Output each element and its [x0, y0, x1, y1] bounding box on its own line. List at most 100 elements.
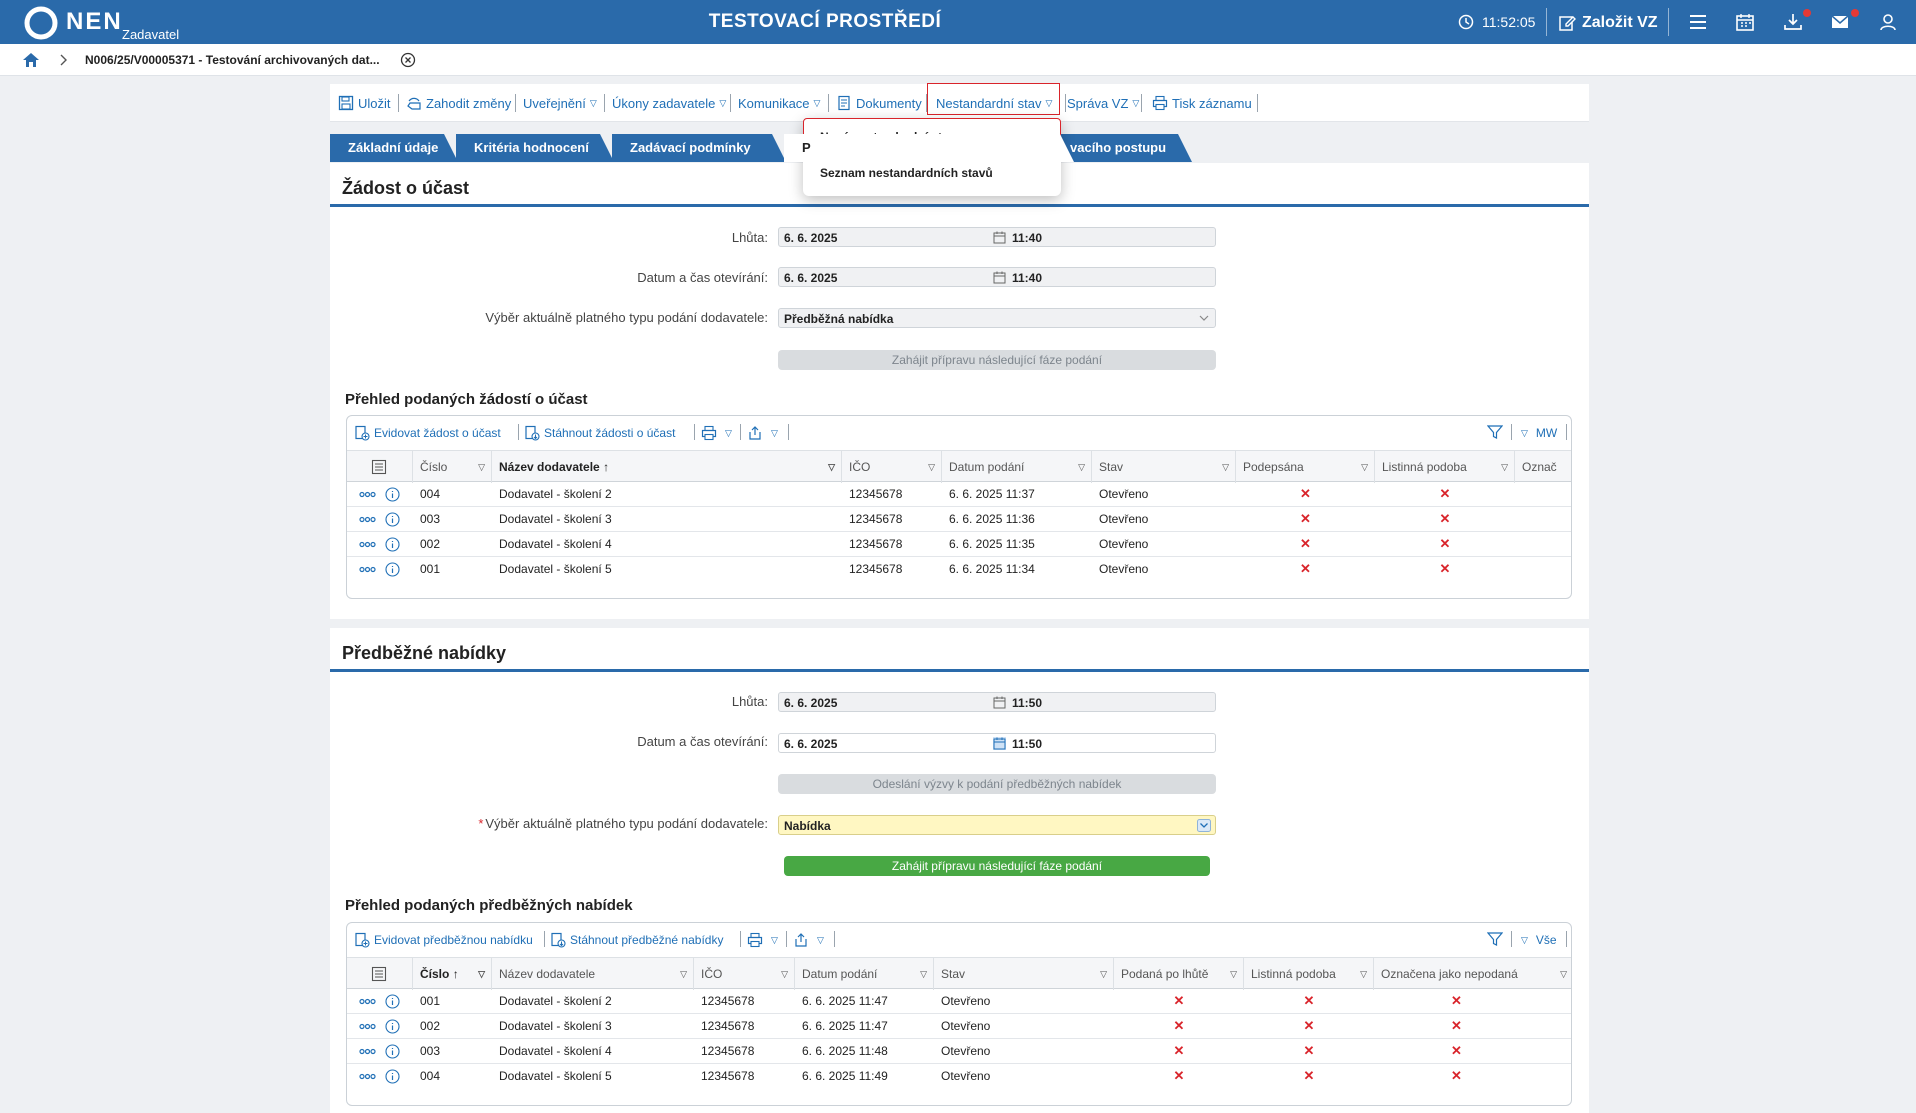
calendar-icon[interactable] [1735, 12, 1755, 32]
caret-down-icon[interactable]: ▽ [920, 969, 927, 979]
discard-changes-button[interactable]: Zahodit změny [406, 93, 511, 113]
grid-print-menu[interactable]: ▽ [701, 423, 732, 443]
column-chooser-cell[interactable] [347, 958, 413, 990]
more-icon[interactable] [359, 566, 376, 573]
column-header[interactable]: Číslo ▽ [413, 451, 492, 483]
tab-submissions[interactable]: P [784, 134, 1074, 162]
add-request-button[interactable]: Evidovat žádost o účast [354, 423, 501, 443]
column-settings-icon[interactable] [371, 459, 387, 475]
table-row[interactable]: 002 Dodavatel - školení 3 12345678 6. 6.… [347, 1014, 1571, 1039]
nen-logo-icon[interactable] [24, 6, 58, 40]
nonstandard-state-menu[interactable]: Nestandardní stav ▽ [936, 93, 1052, 113]
home-icon[interactable] [22, 51, 40, 69]
info-icon[interactable] [385, 537, 400, 552]
calendar-icon[interactable] [993, 271, 1006, 284]
calendar-icon[interactable] [993, 696, 1006, 709]
manage-vz-menu[interactable]: Správa VZ ▽ [1067, 93, 1139, 113]
submission-type-select[interactable]: Nabídka [778, 815, 1216, 835]
column-header[interactable]: IČO ▽ [842, 451, 942, 483]
grid-export-menu[interactable]: ▽ [793, 930, 824, 950]
view-select[interactable]: ▽ MW [1521, 423, 1557, 443]
caret-down-icon[interactable]: ▽ [1501, 462, 1508, 472]
view-select[interactable]: ▽ Vše [1521, 930, 1557, 950]
caret-down-icon[interactable]: ▽ [1230, 969, 1237, 979]
table-row[interactable]: 001 Dodavatel - školení 2 12345678 6. 6.… [347, 989, 1571, 1014]
save-button[interactable]: Uložit [338, 93, 391, 113]
info-icon[interactable] [385, 1069, 400, 1084]
caret-down-icon[interactable]: ▽ [781, 969, 788, 979]
grid-export-menu[interactable]: ▽ [747, 423, 778, 443]
calendar-icon[interactable] [993, 737, 1006, 750]
caret-down-icon[interactable]: ▽ [680, 969, 687, 979]
caret-down-icon[interactable]: ▽ [1100, 969, 1107, 979]
column-header[interactable]: Listinná podoba ▽ [1244, 958, 1374, 990]
opening-field[interactable]: 6. 6. 2025 11:40 [778, 267, 1216, 287]
column-header[interactable]: Datum podání ▽ [795, 958, 934, 990]
download-offers-button[interactable]: Stáhnout předběžné nabídky [550, 930, 723, 950]
column-header[interactable]: Podaná po lhůtě ▽ [1114, 958, 1244, 990]
create-vz-button[interactable]: Založit VZ [1558, 12, 1658, 34]
mail-icon[interactable] [1830, 12, 1850, 32]
table-row[interactable]: 001 Dodavatel - školení 5 12345678 6. 6.… [347, 557, 1571, 582]
download-requests-button[interactable]: Stáhnout žádosti o účast [524, 423, 675, 443]
caret-down-icon[interactable]: ▽ [828, 462, 835, 472]
column-header[interactable]: Název dodavatele ↑ ▽ [492, 451, 842, 483]
info-icon[interactable] [385, 487, 400, 502]
more-icon[interactable] [359, 1073, 376, 1080]
column-header[interactable]: Číslo ↑ ▽ [413, 958, 492, 990]
info-icon[interactable] [385, 994, 400, 1009]
caret-down-icon[interactable]: ▽ [1360, 969, 1367, 979]
more-icon[interactable] [359, 998, 376, 1005]
add-offer-button[interactable]: Evidovat předběžnou nabídku [354, 930, 533, 950]
column-header[interactable]: Stav ▽ [934, 958, 1114, 990]
opening-field[interactable]: 6. 6. 2025 11:50 [778, 733, 1216, 753]
more-icon[interactable] [359, 541, 376, 548]
deadline-field[interactable]: 6. 6. 2025 11:40 [778, 227, 1216, 247]
column-header[interactable]: Označ [1515, 451, 1571, 483]
caret-down-icon[interactable]: ▽ [928, 462, 935, 472]
info-icon[interactable] [385, 512, 400, 527]
communication-menu[interactable]: Komunikace ▽ [738, 93, 820, 113]
info-icon[interactable] [385, 1019, 400, 1034]
submission-type-select[interactable]: Předběžná nabídka [778, 308, 1216, 328]
column-header[interactable]: Název dodavatele ▽ [492, 958, 694, 990]
caret-down-icon[interactable]: ▽ [1560, 969, 1567, 979]
breadcrumb-current[interactable]: N006/25/V00005371 - Testování archivovan… [85, 53, 380, 67]
table-row[interactable]: 002 Dodavatel - školení 4 12345678 6. 6.… [347, 532, 1571, 557]
column-chooser-cell[interactable] [347, 451, 413, 483]
tab-evaluation-criteria[interactable]: Kritéria hodnocení [456, 134, 614, 162]
more-icon[interactable] [359, 1048, 376, 1055]
more-icon[interactable] [359, 1023, 376, 1030]
print-record-button[interactable]: Tisk záznamu [1152, 93, 1252, 113]
caret-down-icon[interactable]: ▽ [478, 462, 485, 472]
download-icon[interactable] [1783, 12, 1803, 32]
table-row[interactable]: 004 Dodavatel - školení 5 12345678 6. 6.… [347, 1064, 1571, 1089]
next-phase-button[interactable]: Zahájit přípravu následující fáze podání [778, 350, 1216, 370]
info-icon[interactable] [385, 1044, 400, 1059]
calendar-icon[interactable] [993, 231, 1006, 244]
grid-print-menu[interactable]: ▽ [747, 930, 778, 950]
column-header[interactable]: Podepsána ▽ [1236, 451, 1375, 483]
filter-icon[interactable] [1487, 931, 1503, 947]
deadline-field[interactable]: 6. 6. 2025 11:50 [778, 692, 1216, 712]
caret-down-icon[interactable]: ▽ [1078, 462, 1085, 472]
column-header[interactable]: IČO ▽ [694, 958, 795, 990]
menu-item-nonstandard-state-list[interactable]: Seznam nestandardních stavů [820, 166, 993, 180]
tab-basic-info[interactable]: Základní údaje [330, 134, 458, 162]
tab-tender-conditions[interactable]: Zadávací podmínky [612, 134, 786, 162]
caret-down-icon[interactable]: ▽ [1361, 462, 1368, 472]
close-icon[interactable] [400, 52, 416, 68]
column-settings-icon[interactable] [371, 966, 387, 982]
column-header[interactable]: Stav ▽ [1092, 451, 1236, 483]
column-header[interactable]: Datum podání ▽ [942, 451, 1092, 483]
publish-menu[interactable]: Uveřejnění ▽ [523, 93, 597, 113]
table-row[interactable]: 003 Dodavatel - školení 4 12345678 6. 6.… [347, 1039, 1571, 1064]
more-icon[interactable] [359, 516, 376, 523]
info-icon[interactable] [385, 562, 400, 577]
more-icon[interactable] [359, 491, 376, 498]
next-phase-button[interactable]: Zahájit přípravu následující fáze podání [784, 856, 1210, 876]
send-invitation-button[interactable]: Odeslání výzvy k podání předběžných nabí… [778, 774, 1216, 794]
column-header[interactable]: Označena jako nepodaná ▽ [1374, 958, 1571, 990]
table-row[interactable]: 004 Dodavatel - školení 2 12345678 6. 6.… [347, 482, 1571, 507]
actions-menu[interactable]: Úkony zadavatele ▽ [612, 93, 726, 113]
